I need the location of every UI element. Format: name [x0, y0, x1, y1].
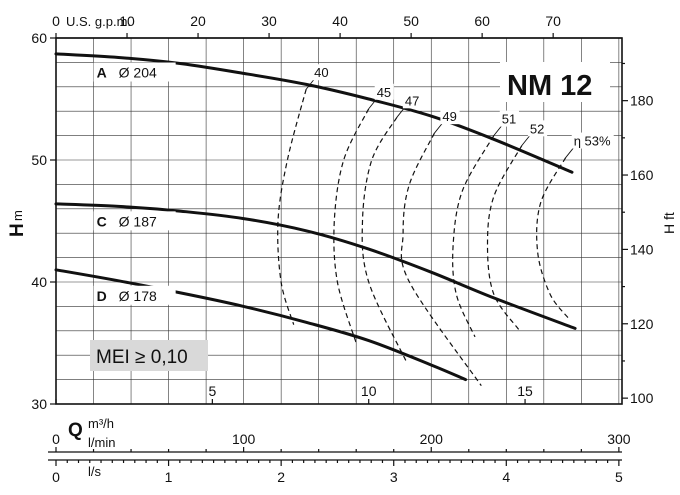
efficiency-label-background — [571, 132, 614, 149]
efficiency-label-leader — [434, 122, 443, 134]
lmin-tick-label: 0 — [52, 431, 60, 447]
gpm-tick-label: 50 — [403, 13, 419, 29]
efficiency-label-background — [440, 108, 460, 125]
y-left-tick-label: 30 — [31, 396, 47, 412]
y-right-axis-label: H ft — [661, 212, 677, 234]
efficiency-curve-1 — [277, 89, 307, 325]
efficiency-label-leader — [521, 135, 531, 146]
curve-name-label: C — [97, 213, 107, 229]
lmin-tick-label: 100 — [232, 431, 256, 447]
ls-tick-label: 0 — [52, 469, 60, 485]
curve-name-label: A — [97, 65, 107, 81]
y-left-tick-label: 40 — [31, 274, 47, 290]
gpm-tick-label: 10 — [119, 13, 135, 29]
lmin-tick-label: 200 — [420, 431, 444, 447]
efficiency-curve-7 — [536, 157, 570, 319]
gpm-tick-label: 20 — [190, 13, 206, 29]
lmin-tick-label: 300 — [607, 431, 631, 447]
title-background — [500, 62, 610, 102]
curve-diameter-label: Ø 204 — [119, 65, 157, 81]
head-curve-D — [54, 268, 468, 382]
efficiency-label: 51 — [502, 112, 516, 127]
efficiency-label: 49 — [442, 109, 456, 124]
ls-axis-unit: l/s — [88, 464, 102, 479]
efficiency-curve-2 — [333, 108, 370, 344]
annotation-background — [90, 340, 208, 371]
y-right-tick-label: 140 — [630, 241, 654, 257]
curve-label-background — [93, 62, 176, 82]
head-curves — [54, 52, 577, 382]
y-right-tick-label: 180 — [630, 93, 654, 109]
efficiency-curves — [277, 89, 570, 387]
chart-title: NM 12 — [507, 70, 592, 102]
gpm-tick-label: 60 — [474, 13, 490, 29]
ls-tick-label: 4 — [502, 469, 510, 485]
efficiency-label-background — [499, 110, 519, 127]
curve-diameter-label: Ø 178 — [119, 288, 157, 304]
chart-labels: 40 45 47 49 51 52 η 53% A Ø 204 C Ø 187 D Ø 178 NM 12… — [90, 62, 614, 371]
efficiency-label: 40 — [314, 65, 328, 80]
y-left-tick-label: 60 — [31, 30, 47, 46]
curve-label-background — [93, 285, 176, 305]
efficiency-label-background — [374, 83, 394, 100]
x-axis-label: Q — [68, 420, 83, 441]
efficiency-label: 47 — [405, 93, 419, 108]
efficiency-label-background — [527, 120, 548, 137]
y-left-axis-unit: m — [10, 210, 25, 221]
efficiency-curve-4 — [400, 132, 482, 387]
efficiency-label-leader — [565, 147, 575, 158]
curve-label-background — [93, 211, 176, 231]
efficiency-label-leader — [493, 125, 503, 136]
gpm-tick-label: 70 — [545, 13, 561, 29]
ls-tick-label: 1 — [165, 469, 173, 485]
x-primary-tick-label: 5 — [208, 383, 216, 399]
efficiency-label-leader — [396, 107, 406, 118]
y-left-axis-label: H — [7, 223, 28, 237]
curve-name-label: D — [97, 288, 107, 304]
y-right-tick-label: 120 — [630, 316, 654, 332]
head-curve-A — [54, 52, 574, 174]
lmin-axis-unit: l/min — [88, 435, 115, 450]
efficiency-label-leader — [305, 78, 315, 90]
efficiency-label-leader — [368, 98, 378, 110]
efficiency-label-background — [312, 64, 332, 81]
y-left-tick-label: 50 — [31, 152, 47, 168]
efficiency-curve-3 — [361, 116, 407, 362]
ls-tick-label: 3 — [390, 469, 398, 485]
efficiency-curve-5 — [452, 135, 495, 338]
gpm-tick-label: 40 — [332, 13, 348, 29]
gpm-tick-label: 0 — [52, 13, 60, 29]
x-primary-tick-label: 10 — [361, 383, 377, 399]
head-curve-C — [54, 202, 577, 330]
gpm-axis-unit: U.S. g.p.m. — [66, 14, 131, 29]
gpm-tick-label: 30 — [261, 13, 277, 29]
efficiency-label-background — [402, 92, 423, 109]
y-right-tick-label: 160 — [630, 167, 654, 183]
efficiency-curve-6 — [486, 145, 523, 330]
ls-tick-label: 2 — [277, 469, 285, 485]
x-primary-unit: m³/h — [88, 416, 114, 431]
efficiency-label: 52 — [530, 121, 544, 136]
x-primary-tick-label: 15 — [517, 383, 533, 399]
efficiency-label: η 53% — [574, 134, 611, 149]
curve-diameter-label: Ø 187 — [119, 213, 157, 229]
efficiency-label: 45 — [377, 85, 391, 100]
mei-annotation: MEI ≥ 0,10 — [96, 347, 188, 368]
ls-tick-label: 5 — [615, 469, 623, 485]
y-right-tick-label: 100 — [630, 390, 654, 406]
